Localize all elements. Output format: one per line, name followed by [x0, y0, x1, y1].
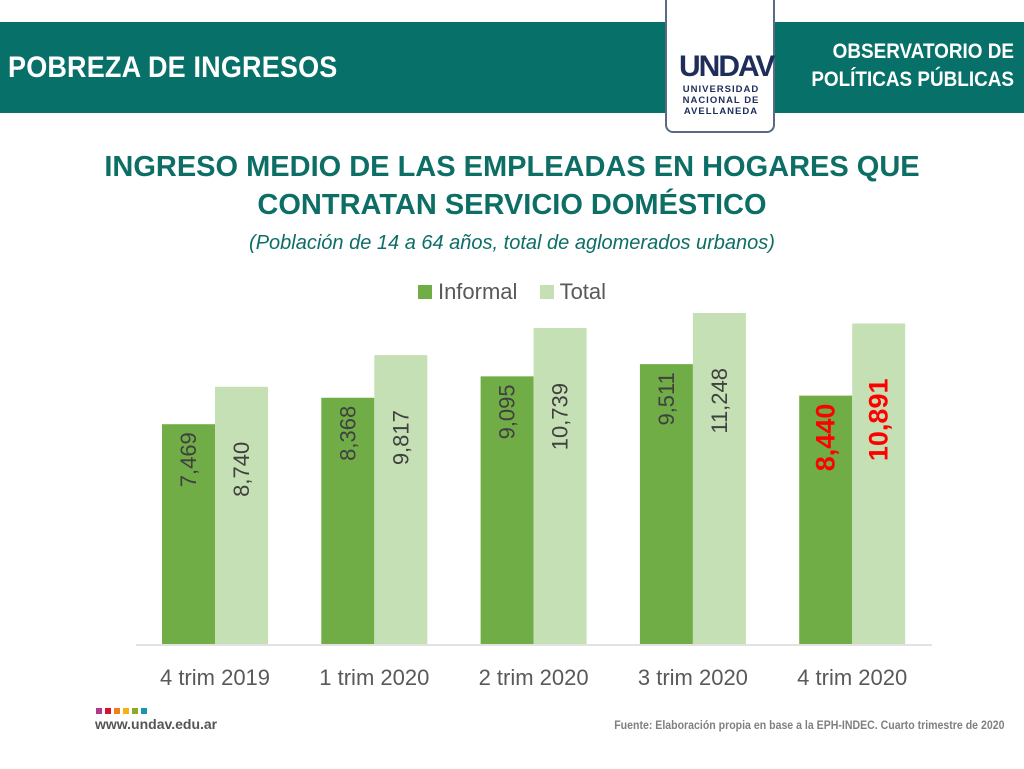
brand-square	[132, 708, 138, 714]
bar-total	[215, 386, 268, 644]
brand-square	[96, 708, 102, 714]
data-label-total: 10,891	[864, 379, 894, 462]
logo-line-1: UNIVERSIDAD	[682, 84, 760, 95]
observatorio-title: OBSERVATORIO DE POLÍTICAS PÚBLICAS	[789, 38, 1014, 94]
footer-url[interactable]: www.undav.edu.ar	[95, 716, 218, 732]
bar-informal	[321, 397, 375, 644]
section-title: POBREZA DE INGRESOS	[8, 51, 338, 84]
bar-total	[852, 323, 906, 644]
brand-square	[114, 708, 120, 714]
logo-line-2: NACIONAL DE	[682, 95, 760, 106]
data-label-total: 10,739	[548, 383, 573, 450]
brand-square	[105, 708, 111, 714]
footer-source: Fuente: Elaboración propia en base a la …	[613, 718, 1004, 732]
brand-color-squares	[96, 708, 147, 714]
x-tick-label: 1 trim 2020	[319, 665, 429, 690]
legend-item-informal: Informal	[417, 279, 518, 305]
logo-line-3: AVELLANEDA	[683, 106, 759, 117]
data-label-informal: 7,469	[176, 432, 201, 487]
x-tick-label: 3 trim 2020	[638, 665, 748, 690]
legend-label-informal: Informal	[437, 279, 518, 304]
logo-mark: UNDAV	[679, 50, 775, 83]
chart-title-line-2: CONTRATAN SERVICIO DOMÉSTICO	[257, 189, 767, 221]
logo-subtitle: UNIVERSIDAD NACIONAL DE AVELLANEDA	[673, 84, 769, 117]
bar-total	[533, 327, 587, 644]
bar-informal	[639, 364, 693, 644]
chart-title-line-1: INGRESO MEDIO DE LAS EMPLEADAS EN HOGARE…	[104, 151, 920, 183]
bar-informal	[480, 376, 534, 644]
data-label-total: 8,740	[229, 442, 254, 497]
data-label-total: 11,248	[707, 368, 732, 434]
legend-item-total: Total	[539, 279, 607, 305]
data-label-informal: 8,368	[335, 406, 360, 461]
header-band	[0, 22, 1024, 113]
data-label-informal: 9,511	[654, 372, 679, 425]
brand-square	[123, 708, 129, 714]
chart-subtitle: (Población de 14 a 64 años, total de agl…	[249, 232, 775, 254]
data-label-informal: 9,095	[495, 384, 520, 439]
data-label-informal: 8,440	[811, 404, 841, 472]
bar-informal	[799, 395, 853, 644]
bar-total	[692, 313, 746, 644]
legend-label-total: Total	[559, 279, 607, 304]
chart-title: INGRESO MEDIO DE LAS EMPLEADAS EN HOGARE…	[0, 148, 1024, 224]
x-tick-label: 2 trim 2020	[479, 665, 589, 690]
undav-logo: UNDAV UNIVERSIDAD NACIONAL DE AVELLANEDA	[665, 0, 775, 133]
bar-total	[374, 355, 428, 644]
legend-swatch-total	[539, 285, 554, 299]
observatorio-line-1: OBSERVATORIO DE	[832, 40, 1014, 63]
chart-legend: Informal Total	[0, 279, 1024, 305]
x-tick-label: 4 trim 2020	[797, 665, 907, 690]
legend-swatch-informal	[417, 285, 432, 299]
x-tick-label: 4 trim 2019	[160, 665, 270, 690]
bar-informal	[162, 424, 215, 644]
observatorio-line-2: POLÍTICAS PÚBLICAS	[811, 68, 1014, 91]
data-label-total: 9,817	[388, 410, 413, 465]
brand-square	[141, 708, 147, 714]
